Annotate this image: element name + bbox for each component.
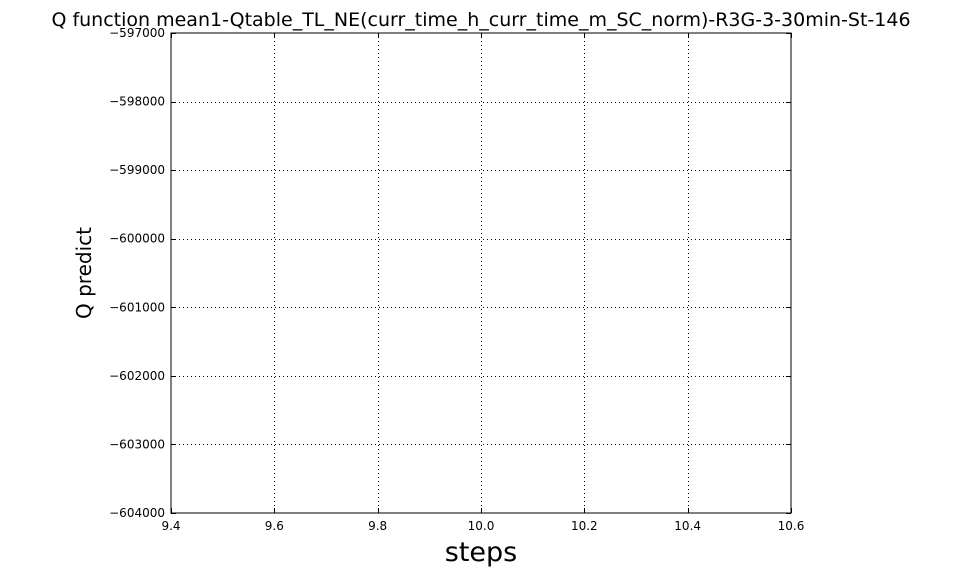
y-tick-label: −603000 bbox=[109, 437, 165, 451]
chart-title: Q function mean1-Qtable_TL_NE(curr_time_… bbox=[51, 9, 910, 31]
y-tick-label: −602000 bbox=[109, 369, 165, 383]
x-tick-label: 10.0 bbox=[468, 519, 495, 533]
x-tick-label: 10.4 bbox=[674, 519, 701, 533]
y-axis-label: Q predict bbox=[72, 227, 96, 319]
y-tick-label: −598000 bbox=[109, 95, 165, 109]
y-tick-label: −600000 bbox=[109, 232, 165, 246]
y-tick-label: −597000 bbox=[109, 26, 165, 40]
x-axis-label: steps bbox=[445, 537, 517, 568]
tick-labels-layer: 9.4 9.6 9.8 10.0 10.2 10.4 10.6 −597000 −598000 −… bbox=[109, 26, 804, 533]
y-tick-label: −599000 bbox=[109, 163, 165, 177]
x-tick-label: 9.8 bbox=[368, 519, 387, 533]
x-tick-label: 9.6 bbox=[265, 519, 284, 533]
y-tick-label: −604000 bbox=[109, 506, 165, 520]
x-tick-label: 9.4 bbox=[161, 519, 180, 533]
grid-layer bbox=[171, 33, 791, 513]
x-tick-label: 10.2 bbox=[571, 519, 598, 533]
y-tick-label: −601000 bbox=[109, 300, 165, 314]
x-tick-label: 10.6 bbox=[778, 519, 805, 533]
